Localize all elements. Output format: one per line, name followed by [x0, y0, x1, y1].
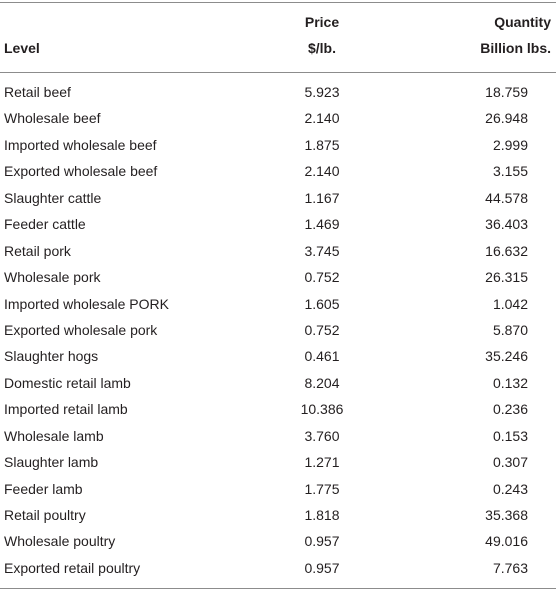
quantity-cell: 49.016 [485, 533, 528, 550]
price-cell: 10.386 [300, 401, 344, 418]
header-price-unit: $/lb. [307, 40, 336, 56]
row-label: Wholesale pork [4, 269, 101, 286]
quantity-cell: 0.236 [492, 401, 528, 418]
quantity-cell: 35.246 [485, 348, 528, 365]
row-label: Feeder lamb [4, 480, 83, 497]
bottom-rule [0, 588, 556, 589]
row-label: Feeder cattle [4, 216, 86, 233]
price-cell: 1.775 [304, 480, 340, 497]
price-cell: 1.271 [304, 454, 340, 471]
row-label: Retail beef [4, 84, 71, 100]
quantity-cell: 18.759 [485, 84, 528, 100]
header-rule [0, 72, 556, 73]
row-label: Wholesale lamb [4, 427, 104, 444]
row-label: Imported wholesale PORK [4, 295, 169, 312]
top-rule [0, 2, 556, 3]
price-cell: 0.461 [304, 348, 340, 365]
quantity-cell: 16.632 [485, 242, 528, 259]
quantity-cell: 0.153 [492, 427, 528, 444]
quantity-cell: 2.999 [492, 136, 528, 153]
row-label: Exported wholesale pork [4, 321, 158, 338]
price-cell: 5.923 [304, 84, 340, 100]
quantity-cell: 26.948 [485, 110, 528, 127]
row-label: Slaughter lamb [4, 454, 99, 471]
header-price: Price [304, 14, 340, 30]
price-cell: 2.140 [304, 163, 340, 180]
price-cell: 1.605 [304, 295, 340, 312]
price-cell: 0.752 [304, 269, 340, 286]
price-cell: 1.875 [304, 136, 340, 153]
header-quantity-unit: Billion lbs. [480, 40, 551, 56]
quantity-cell: 5.870 [492, 321, 528, 338]
row-label: Retail pork [4, 242, 71, 259]
price-cell: 1.167 [304, 189, 340, 206]
quantity-cell: 0.132 [492, 374, 528, 391]
row-label: Slaughter cattle [4, 189, 102, 206]
price-cell: 1.469 [304, 216, 340, 233]
price-cell: 8.204 [304, 374, 340, 391]
quantity-cell: 26.315 [485, 269, 528, 286]
quantity-cell: 3.155 [492, 163, 528, 180]
quantity-cell: 7.763 [492, 559, 528, 576]
header-level: Level [4, 40, 40, 56]
row-label: Imported wholesale beef [4, 136, 157, 153]
quantity-cell: 44.578 [485, 189, 528, 206]
header-quantity: Quantity [494, 14, 551, 30]
price-cell: 0.957 [304, 533, 340, 550]
row-label: Retail poultry [4, 507, 86, 524]
quantity-cell: 35.368 [485, 507, 528, 524]
price-cell: 3.760 [304, 427, 340, 444]
quantity-cell: 0.243 [492, 480, 528, 497]
price-cell: 1.818 [304, 507, 340, 524]
row-label: Wholesale beef [4, 110, 101, 127]
row-label: Imported retail lamb [4, 401, 128, 418]
quantity-cell: 1.042 [492, 295, 528, 312]
quantity-cell: 36.403 [485, 216, 528, 233]
row-label: Exported wholesale beef [4, 163, 158, 180]
row-label: Domestic retail lamb [4, 374, 131, 391]
price-cell: 0.752 [304, 321, 340, 338]
quantity-cell: 0.307 [492, 454, 528, 471]
price-cell: 3.745 [304, 242, 340, 259]
row-label: Slaughter hogs [4, 348, 99, 365]
price-cell: 2.140 [304, 110, 340, 127]
price-cell: 0.957 [304, 559, 340, 576]
row-label: Wholesale poultry [4, 533, 116, 550]
row-label: Exported retail poultry [4, 559, 141, 576]
